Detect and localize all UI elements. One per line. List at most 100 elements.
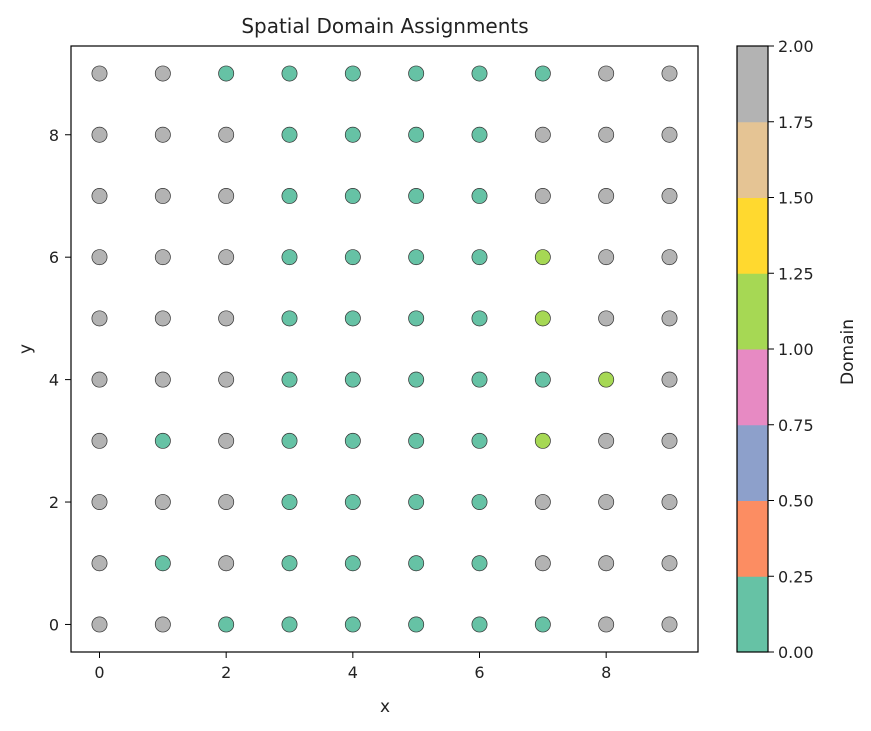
colorbar-tick-label: 0.00 <box>778 643 814 662</box>
y-tick-label: 0 <box>49 615 59 634</box>
data-point <box>471 494 488 510</box>
data-point <box>218 188 235 204</box>
data-point <box>534 616 551 633</box>
colorbar-segment <box>737 273 768 350</box>
x-tick-label: 2 <box>221 663 231 682</box>
colorbar-tick-label: 0.25 <box>778 567 814 586</box>
colorbar-tick-label: 1.00 <box>778 340 814 359</box>
data-point <box>218 126 235 143</box>
y-tick-label: 2 <box>49 493 59 512</box>
data-point <box>344 126 361 143</box>
x-tick-label: 0 <box>94 663 104 682</box>
data-point <box>218 65 235 82</box>
data-point <box>218 555 235 572</box>
data-point <box>408 555 425 572</box>
data-point <box>408 310 425 327</box>
data-point <box>598 249 615 266</box>
data-point <box>281 371 298 388</box>
data-point <box>154 494 171 510</box>
colorbar-tick-label: 2.00 <box>778 37 814 56</box>
data-point <box>281 432 298 449</box>
data-point <box>91 616 108 633</box>
data-point <box>471 310 488 327</box>
data-point <box>471 371 488 388</box>
data-point <box>344 371 361 388</box>
data-point <box>598 310 615 327</box>
data-point <box>598 65 615 82</box>
data-point <box>154 555 171 572</box>
data-point <box>154 371 171 388</box>
data-point <box>661 188 678 204</box>
y-tick-label: 6 <box>49 248 59 267</box>
x-tick-label: 4 <box>348 663 358 682</box>
data-point <box>344 555 361 572</box>
data-point <box>598 188 615 204</box>
data-point <box>344 188 361 204</box>
data-point <box>281 494 298 510</box>
data-point <box>534 65 551 82</box>
data-point <box>281 555 298 572</box>
data-point <box>154 616 171 633</box>
data-point <box>598 371 615 388</box>
data-point <box>471 249 488 266</box>
colorbar-segment <box>737 349 768 426</box>
data-point <box>91 555 108 572</box>
data-point <box>661 249 678 266</box>
data-point <box>661 555 678 572</box>
data-point <box>534 188 551 204</box>
data-point <box>598 126 615 143</box>
data-point <box>661 616 678 633</box>
data-point <box>218 371 235 388</box>
data-point <box>91 494 108 510</box>
data-point <box>91 126 108 143</box>
colorbar-segment <box>737 197 768 274</box>
y-axis-label: y <box>16 344 36 354</box>
chart-title: Spatial Domain Assignments <box>241 14 528 38</box>
data-point <box>218 616 235 633</box>
plot-area: 0 2 4 6 8 0 2 4 6 8 <box>49 45 699 682</box>
data-point <box>218 432 235 449</box>
data-point <box>598 432 615 449</box>
colorbar-segment <box>737 424 768 501</box>
data-point <box>534 371 551 388</box>
data-point <box>598 616 615 633</box>
data-point <box>408 65 425 82</box>
data-point <box>91 310 108 327</box>
data-point <box>281 126 298 143</box>
data-point <box>661 494 678 510</box>
data-point <box>154 126 171 143</box>
data-point <box>471 616 488 633</box>
data-point <box>281 310 298 327</box>
data-point <box>218 249 235 266</box>
data-point <box>661 65 678 82</box>
data-point <box>408 616 425 633</box>
colorbar-segment <box>737 46 768 123</box>
data-point <box>408 494 425 510</box>
data-point <box>281 65 298 82</box>
data-point <box>471 188 488 204</box>
data-point <box>661 126 678 143</box>
data-point <box>408 126 425 143</box>
data-point <box>91 371 108 388</box>
data-point <box>598 494 615 510</box>
colorbar-tick-label: 1.75 <box>778 113 814 132</box>
x-tick-label: 6 <box>474 663 484 682</box>
data-point <box>471 126 488 143</box>
data-point <box>344 616 361 633</box>
data-point <box>344 432 361 449</box>
colorbar-tick-label: 1.25 <box>778 264 814 283</box>
data-point <box>154 65 171 82</box>
colorbar-tick-label: 0.50 <box>778 492 814 511</box>
data-point <box>534 555 551 572</box>
data-point <box>218 310 235 327</box>
plot-frame <box>70 45 699 653</box>
data-point <box>154 249 171 266</box>
data-point <box>344 494 361 510</box>
data-point <box>534 432 551 449</box>
data-point <box>534 494 551 510</box>
data-point <box>408 432 425 449</box>
data-point <box>154 188 171 204</box>
colorbar-tick-label: 0.75 <box>778 416 814 435</box>
data-point <box>344 310 361 327</box>
